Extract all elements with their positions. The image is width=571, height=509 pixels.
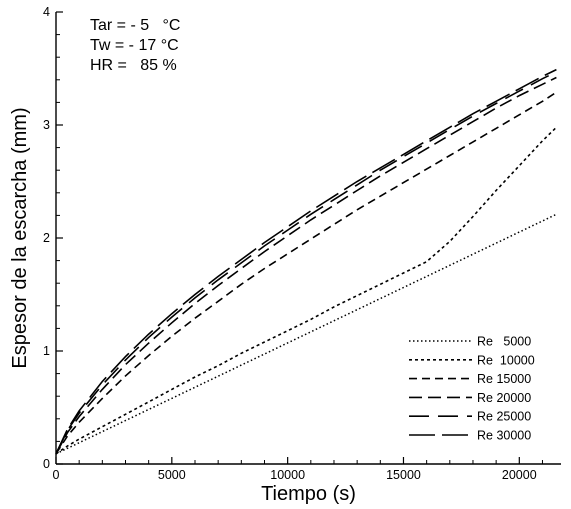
y-tick-label: 0 <box>43 457 50 471</box>
y-tick-label: 2 <box>43 231 50 245</box>
legend-label-4: Re 20000 <box>477 391 531 405</box>
series-line-1 <box>55 213 557 455</box>
x-tick-label: 0 <box>53 468 60 482</box>
legend: Re 5000 Re 10000 Re 15000 Re 20000 Re 25000 R… <box>409 335 535 443</box>
legend-label-1: Re 5000 <box>477 335 531 349</box>
annotation-tw: Tw = - 17 °C <box>90 37 179 54</box>
x-axis-title: Tiempo (s) <box>261 483 356 505</box>
series-line-6 <box>55 68 557 455</box>
x-tick-label: 15000 <box>386 468 421 482</box>
annotation-block: Tar = - 5 °C Tw = - 17 °C HR = 85 % <box>90 17 180 74</box>
x-tick-label: 5000 <box>158 468 186 482</box>
y-tick-label: 3 <box>43 118 50 132</box>
legend-label-6: Re 30000 <box>477 429 531 443</box>
y-tick-label: 1 <box>43 344 50 358</box>
x-tick-label: 10000 <box>270 468 305 482</box>
series-line-2 <box>55 126 557 455</box>
y-axis-title: Espesor de la escarcha (mm) <box>9 107 31 368</box>
y-tick-label: 4 <box>43 5 50 19</box>
series-layer <box>55 68 557 455</box>
legend-label-5: Re 25000 <box>477 410 531 424</box>
legend-label-2: Re 10000 <box>477 353 535 367</box>
ticks-layer: 0 5000 10000 15000 20000 0 1 2 3 4 <box>43 5 543 482</box>
annotation-tar: Tar = - 5 °C <box>90 17 180 34</box>
titles-layer: Tiempo (s) Espesor de la escarcha (mm) <box>9 107 356 505</box>
legend-label-3: Re 15000 <box>477 372 531 386</box>
series-line-4 <box>55 76 557 455</box>
x-tick-label: 20000 <box>502 468 537 482</box>
annotation-hr: HR = 85 % <box>90 57 177 74</box>
